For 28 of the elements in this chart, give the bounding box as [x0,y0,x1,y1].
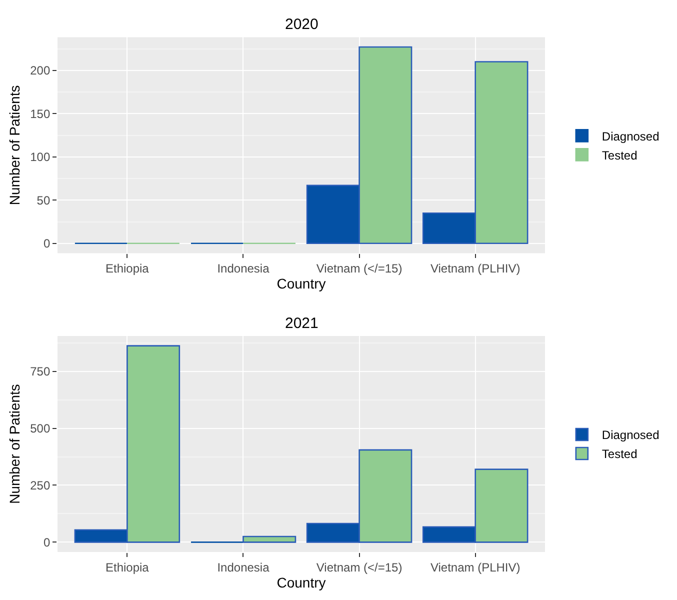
y-tick-label: 0 [43,236,50,251]
x-tick-label: Vietnam (PLHIV) [430,262,520,276]
chart-title: 2021 [285,315,318,332]
legend-label: Diagnosed [602,428,660,442]
y-tick-label: 0 [43,535,50,550]
x-tick-label: Ethiopia [105,560,150,574]
y-tick-label: 100 [30,150,50,164]
y-tick-label: 250 [30,478,50,492]
legend-label: Diagnosed [602,129,660,144]
x-tick-label: Ethiopia [105,262,150,276]
y-axis-title: Number of Patients [6,85,23,206]
y-tick-label: 750 [30,364,50,379]
x-tick-label: Vietnam (</=15) [316,560,402,574]
legend-label: Tested [602,447,638,462]
x-tick-label: Vietnam (</=15) [316,262,402,276]
y-axis-title: Number of Patients [6,384,23,504]
y-tick-label: 200 [30,64,50,78]
x-tick-label: Indonesia [217,560,270,574]
x-axis-title: Country [276,574,326,590]
x-axis-title: Country [276,276,326,292]
x-tick-label: Indonesia [217,262,270,276]
chart-title: 2020 [285,16,318,33]
x-tick-label: Vietnam (PLHIV) [430,560,520,574]
bar [242,536,296,543]
legend-label: Tested [602,148,638,162]
y-tick-label: 500 [30,421,50,436]
y-tick-label: 50 [36,193,50,208]
y-tick-label: 150 [30,106,50,121]
